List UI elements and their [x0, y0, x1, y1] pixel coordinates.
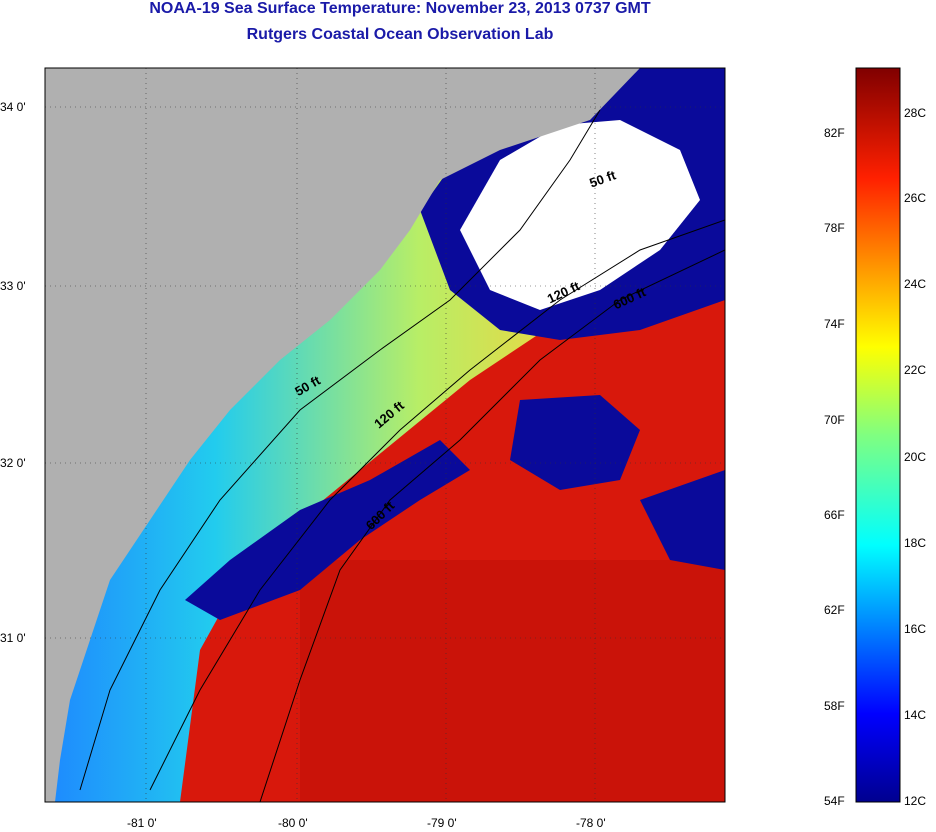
colorbar-f-label: 66F: [824, 508, 845, 522]
lat-tick-label: 34 0': [0, 100, 26, 114]
colorbar-c-label: 24C: [904, 277, 927, 291]
map-subtitle: Rutgers Coastal Ocean Observation Lab: [246, 26, 554, 43]
colorbar-c-label: 14C: [904, 708, 927, 722]
lat-tick-label: 33 0': [0, 279, 26, 293]
lon-tick-label: -78 0': [576, 816, 606, 830]
cloud-cover: [460, 120, 700, 310]
cold-water-east: [640, 470, 725, 570]
colorbar-c-label: 12C: [904, 794, 927, 808]
colorbar-f-label: 54F: [824, 794, 845, 808]
map-frame: [44, 67, 726, 803]
colorbar-f-label: 82F: [824, 126, 845, 140]
cold-water-eddy: [510, 395, 640, 490]
lat-tick-label: 32 0': [0, 456, 26, 470]
colorbar-c-label: 18C: [904, 536, 927, 550]
colorbar-f-label: 78F: [824, 221, 845, 235]
colorbar-c-label: 16C: [904, 622, 927, 636]
colorbar-f-label: 70F: [824, 413, 845, 427]
lon-tick-label: -79 0': [427, 816, 457, 830]
lat-tick-label: 31 0': [0, 631, 26, 645]
colorbar-c-label: 26C: [904, 191, 927, 205]
colorbar-c-label: 28C: [904, 106, 927, 120]
colorbar: [855, 67, 901, 803]
colorbar-c-label: 20C: [904, 450, 927, 464]
colorbar-f-label: 58F: [824, 699, 845, 713]
land-mass: [45, 68, 640, 802]
lon-tick-label: -81 0': [127, 816, 157, 830]
map-title: NOAA-19 Sea Surface Temperature: Novembe…: [149, 0, 651, 17]
colorbar-c-label: 22C: [904, 363, 927, 377]
colorbar-f-label: 74F: [824, 317, 845, 331]
lon-tick-label: -80 0': [278, 816, 308, 830]
gulf-stream-core: [300, 560, 725, 802]
colorbar-f-label: 62F: [824, 603, 845, 617]
cold-water-band: [185, 440, 470, 620]
